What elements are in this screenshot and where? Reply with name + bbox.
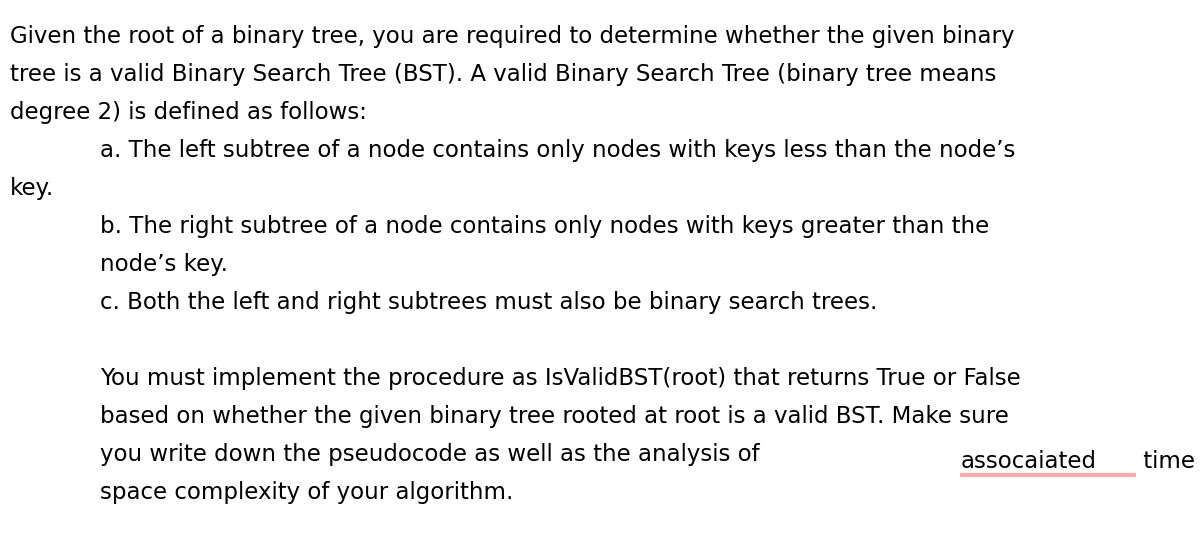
Text: time and: time and: [1136, 450, 1200, 473]
Text: assocaiated: assocaiated: [960, 450, 1097, 473]
Text: tree is a valid Binary Search Tree (BST). A valid Binary Search Tree (binary tre: tree is a valid Binary Search Tree (BST)…: [10, 63, 996, 86]
Text: based on whether the given binary tree rooted at root is a valid BST. Make sure: based on whether the given binary tree r…: [100, 406, 1009, 428]
Text: Given the root of a binary tree, you are required to determine whether the given: Given the root of a binary tree, you are…: [10, 26, 1014, 48]
Text: key.: key.: [10, 177, 54, 200]
Text: node’s key.: node’s key.: [100, 254, 228, 277]
Text: c. Both the left and right subtrees must also be binary search trees.: c. Both the left and right subtrees must…: [100, 292, 877, 315]
Text: space complexity of your algorithm.: space complexity of your algorithm.: [100, 481, 514, 504]
Text: degree 2) is defined as follows:: degree 2) is defined as follows:: [10, 101, 367, 124]
Text: You must implement the procedure as IsValidBST(root) that returns True or False: You must implement the procedure as IsVa…: [100, 368, 1021, 391]
Text: you write down the pseudocode as well as the analysis of: you write down the pseudocode as well as…: [100, 443, 767, 466]
Text: b. The right subtree of a node contains only nodes with keys greater than the: b. The right subtree of a node contains …: [100, 215, 989, 239]
Text: a. The left subtree of a node contains only nodes with keys less than the node’s: a. The left subtree of a node contains o…: [100, 139, 1015, 162]
